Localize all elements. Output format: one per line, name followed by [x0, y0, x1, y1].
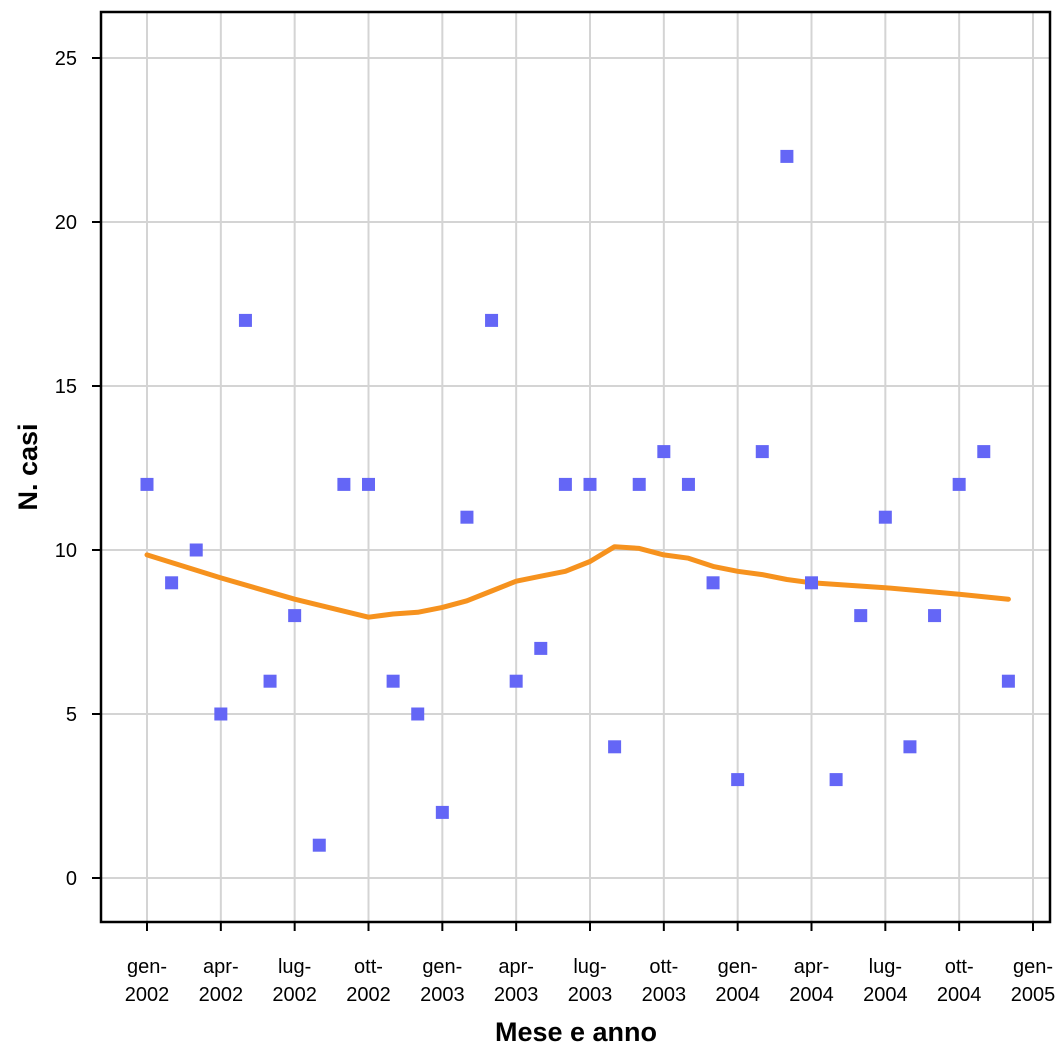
y-tick-label: 10 — [55, 540, 77, 562]
y-axis-ticks: 0 5 10 15 20 25 — [55, 48, 101, 890]
data-point — [706, 576, 720, 590]
data-point — [558, 477, 572, 491]
data-point — [928, 609, 942, 623]
y-tick-label: 5 — [66, 704, 77, 726]
x-tick-label: lug-2003 — [568, 956, 613, 1006]
data-point — [435, 805, 449, 819]
data-point — [878, 510, 892, 524]
y-tick-label: 15 — [55, 376, 77, 398]
data-point — [238, 313, 252, 327]
data-point — [263, 674, 277, 688]
data-point — [829, 773, 843, 787]
y-tick-label: 20 — [55, 212, 77, 234]
data-point — [681, 477, 695, 491]
data-point — [411, 707, 425, 721]
data-point — [534, 641, 548, 655]
x-tick-label: gen-2004 — [715, 956, 760, 1006]
data-points-layer — [140, 149, 1015, 852]
x-axis-ticks: gen-2002 apr-2002 lug-2002 ott-2002 gen-2003… — [125, 922, 1056, 1006]
x-tick-label: lug-2004 — [863, 956, 908, 1006]
data-point — [165, 576, 179, 590]
data-point — [755, 445, 769, 459]
data-point — [977, 445, 991, 459]
data-point — [460, 510, 474, 524]
data-point — [731, 773, 745, 787]
data-point — [485, 313, 499, 327]
x-tick-label: ott-2004 — [937, 956, 982, 1006]
data-point — [780, 149, 794, 163]
x-tick-label: apr-2004 — [789, 956, 834, 1006]
y-tick-label: 0 — [66, 868, 77, 890]
data-point — [657, 445, 671, 459]
y-tick-label: 25 — [55, 48, 77, 70]
data-point — [608, 740, 622, 754]
data-point — [632, 477, 646, 491]
x-tick-label: apr-2002 — [199, 956, 244, 1006]
data-point — [583, 477, 597, 491]
data-point — [386, 674, 400, 688]
y-axis-title: N. casi — [13, 423, 43, 510]
x-tick-label: gen-2003 — [420, 956, 465, 1006]
data-point — [854, 609, 868, 623]
x-tick-label: gen-2005 — [1011, 956, 1056, 1006]
x-tick-label: gen-2002 — [125, 956, 170, 1006]
plot-frame — [99, 10, 1052, 924]
x-axis-title: Mese e anno — [495, 1017, 657, 1047]
x-tick-label: ott-2002 — [346, 956, 391, 1006]
data-point — [312, 838, 326, 852]
grid-lines — [101, 12, 1050, 922]
data-point — [509, 674, 523, 688]
data-point — [140, 477, 154, 491]
data-point — [362, 477, 375, 491]
x-tick-label: ott-2003 — [642, 956, 687, 1006]
data-point — [337, 477, 351, 491]
trend-line-layer — [144, 544, 1011, 620]
trend-line — [144, 544, 1011, 620]
data-point — [189, 543, 203, 557]
data-point — [903, 740, 917, 754]
data-point — [952, 477, 966, 491]
x-tick-label: apr-2003 — [494, 956, 539, 1006]
x-tick-label: lug-2002 — [272, 956, 317, 1006]
data-point — [288, 609, 302, 623]
data-point — [1001, 674, 1015, 688]
data-point — [214, 707, 228, 721]
data-point — [805, 576, 818, 590]
